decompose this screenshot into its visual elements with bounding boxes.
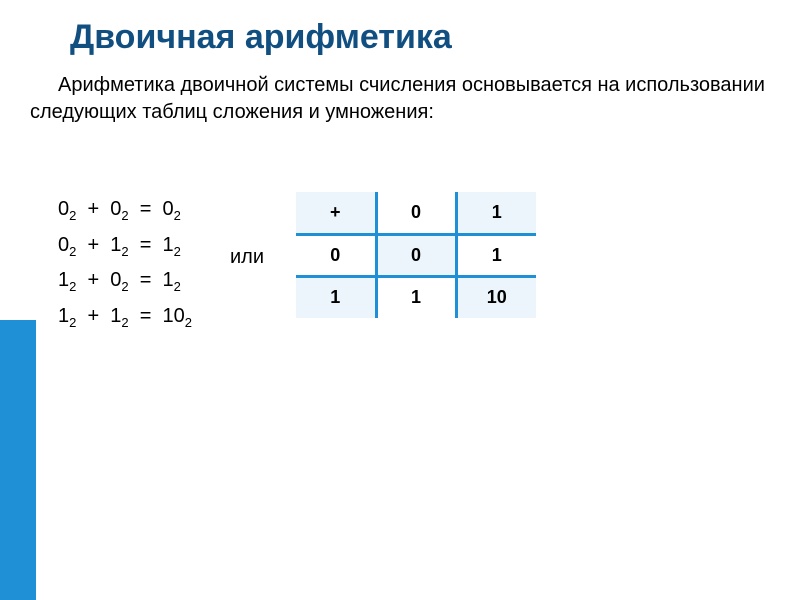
addition-table: + 0 1 0 0 1 1 1 10 bbox=[296, 192, 536, 318]
eq-r: 0 bbox=[163, 198, 174, 220]
eq-a-sub: 2 bbox=[69, 244, 76, 259]
eq-a: 0 bbox=[58, 198, 69, 220]
eq-b-sub: 2 bbox=[121, 279, 128, 294]
eq-r-sub: 2 bbox=[174, 244, 181, 259]
eq-r: 1 bbox=[163, 234, 174, 256]
row-header: 1 bbox=[296, 276, 376, 318]
col-header: 1 bbox=[456, 192, 536, 234]
eq-a: 1 bbox=[58, 269, 69, 291]
equation-row: 02 + 02 = 02 bbox=[58, 192, 192, 228]
eq-r-sub: 2 bbox=[174, 279, 181, 294]
equation-row: 12 + 12 = 102 bbox=[58, 299, 192, 335]
eq-b-sub: 2 bbox=[121, 208, 128, 223]
eq-a-sub: 2 bbox=[69, 279, 76, 294]
eq-a: 1 bbox=[58, 305, 69, 327]
accent-left-bar bbox=[0, 320, 36, 600]
equation-row: 02 + 12 = 12 bbox=[58, 228, 192, 264]
eq-r-sub: 2 bbox=[185, 315, 192, 330]
eq-b: 0 bbox=[110, 198, 121, 220]
table-cell: 0 bbox=[376, 234, 456, 276]
op-cell: + bbox=[296, 192, 376, 234]
eq-r-sub: 2 bbox=[174, 208, 181, 223]
eq-a-sub: 2 bbox=[69, 208, 76, 223]
table-cell: 1 bbox=[456, 234, 536, 276]
eq-b-sub: 2 bbox=[121, 244, 128, 259]
equations-block: 02 + 02 = 02 02 + 12 = 12 12 + 02 = 12 1… bbox=[58, 192, 192, 334]
eq-b: 0 bbox=[110, 269, 121, 291]
intro-paragraph: Арифметика двоичной системы счисления ос… bbox=[30, 72, 770, 126]
eq-r: 10 bbox=[163, 305, 185, 327]
table-cell: 10 bbox=[456, 276, 536, 318]
or-label: или bbox=[230, 246, 264, 269]
table-cell: 1 bbox=[376, 276, 456, 318]
eq-r: 1 bbox=[163, 269, 174, 291]
equation-row: 12 + 02 = 12 bbox=[58, 263, 192, 299]
eq-a: 0 bbox=[58, 234, 69, 256]
eq-b: 1 bbox=[110, 305, 121, 327]
slide-title: Двоичная арифметика bbox=[70, 18, 452, 57]
eq-b-sub: 2 bbox=[121, 315, 128, 330]
col-header: 0 bbox=[376, 192, 456, 234]
eq-b: 1 bbox=[110, 234, 121, 256]
eq-a-sub: 2 bbox=[69, 315, 76, 330]
row-header: 0 bbox=[296, 234, 376, 276]
